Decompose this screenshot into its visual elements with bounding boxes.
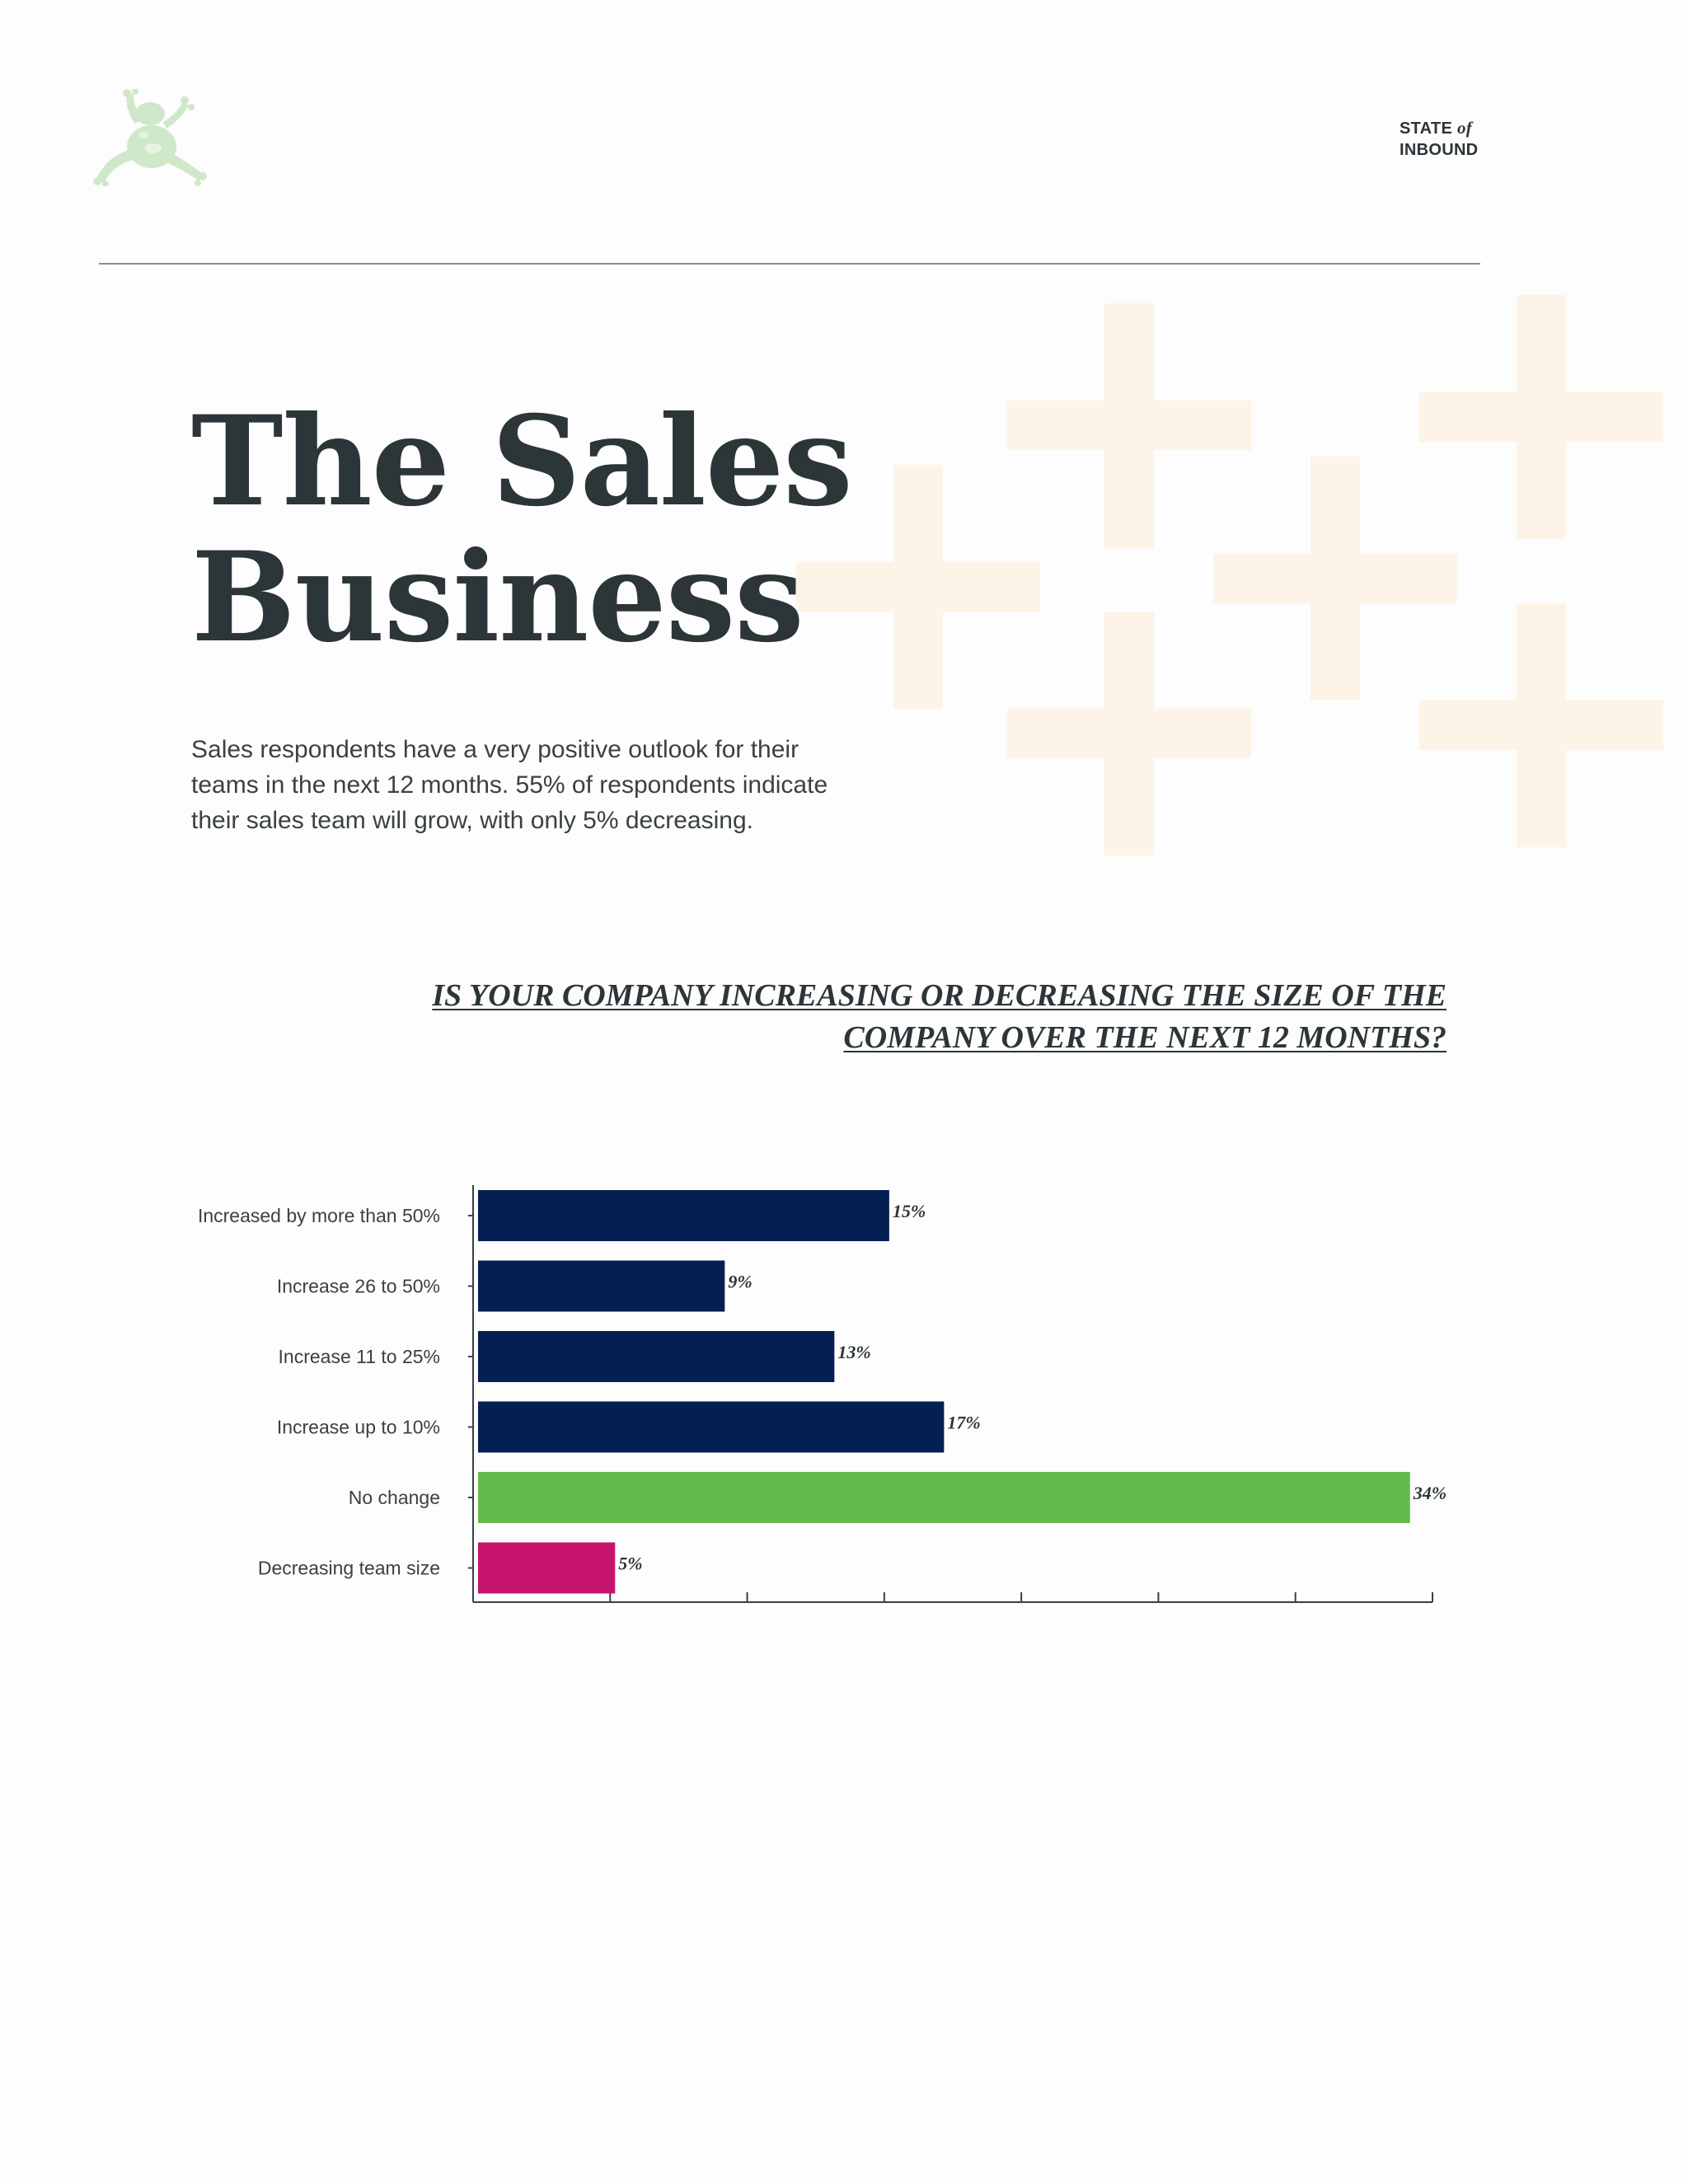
bar [478,1542,616,1594]
decorative-plus-pattern [796,295,1663,855]
data-label: 34% [1413,1483,1447,1503]
category-label: Increase up to 10% [277,1417,440,1438]
category-label: Decreasing team size [258,1558,440,1579]
intro-paragraph: Sales respondents have a very positive o… [191,736,828,834]
bar [478,1401,945,1453]
frog-icon [93,89,207,186]
page-title-line-2: Business [191,525,804,670]
brand-inbound: INBOUND [1400,141,1479,159]
bar [478,1260,725,1312]
bar [478,1472,1410,1523]
data-label: 15% [893,1201,926,1221]
brand-wordmark: STATE of INBOUND [1400,117,1478,161]
category-label: Increased by more than 50% [198,1205,440,1226]
data-label: 9% [728,1272,752,1292]
brand-state: STATE [1400,120,1453,138]
data-label: 17% [947,1413,980,1433]
bar [478,1331,835,1382]
category-label: No change [349,1487,440,1508]
data-label: 13% [837,1342,870,1362]
page-title-line-1: The Sales [191,389,853,534]
data-label: 5% [618,1554,642,1574]
chart-question-title: IS YOUR COMPANY INCREASING OR DECREASING… [432,978,1447,1055]
page-title: The Sales Business [191,389,853,670]
bar [478,1190,889,1241]
brand-of: of [1456,118,1473,138]
category-label: Increase 11 to 25% [279,1346,440,1367]
plus-icons [796,295,1663,855]
category-label: Increase 26 to 50% [277,1276,440,1297]
header-divider [99,263,1480,265]
